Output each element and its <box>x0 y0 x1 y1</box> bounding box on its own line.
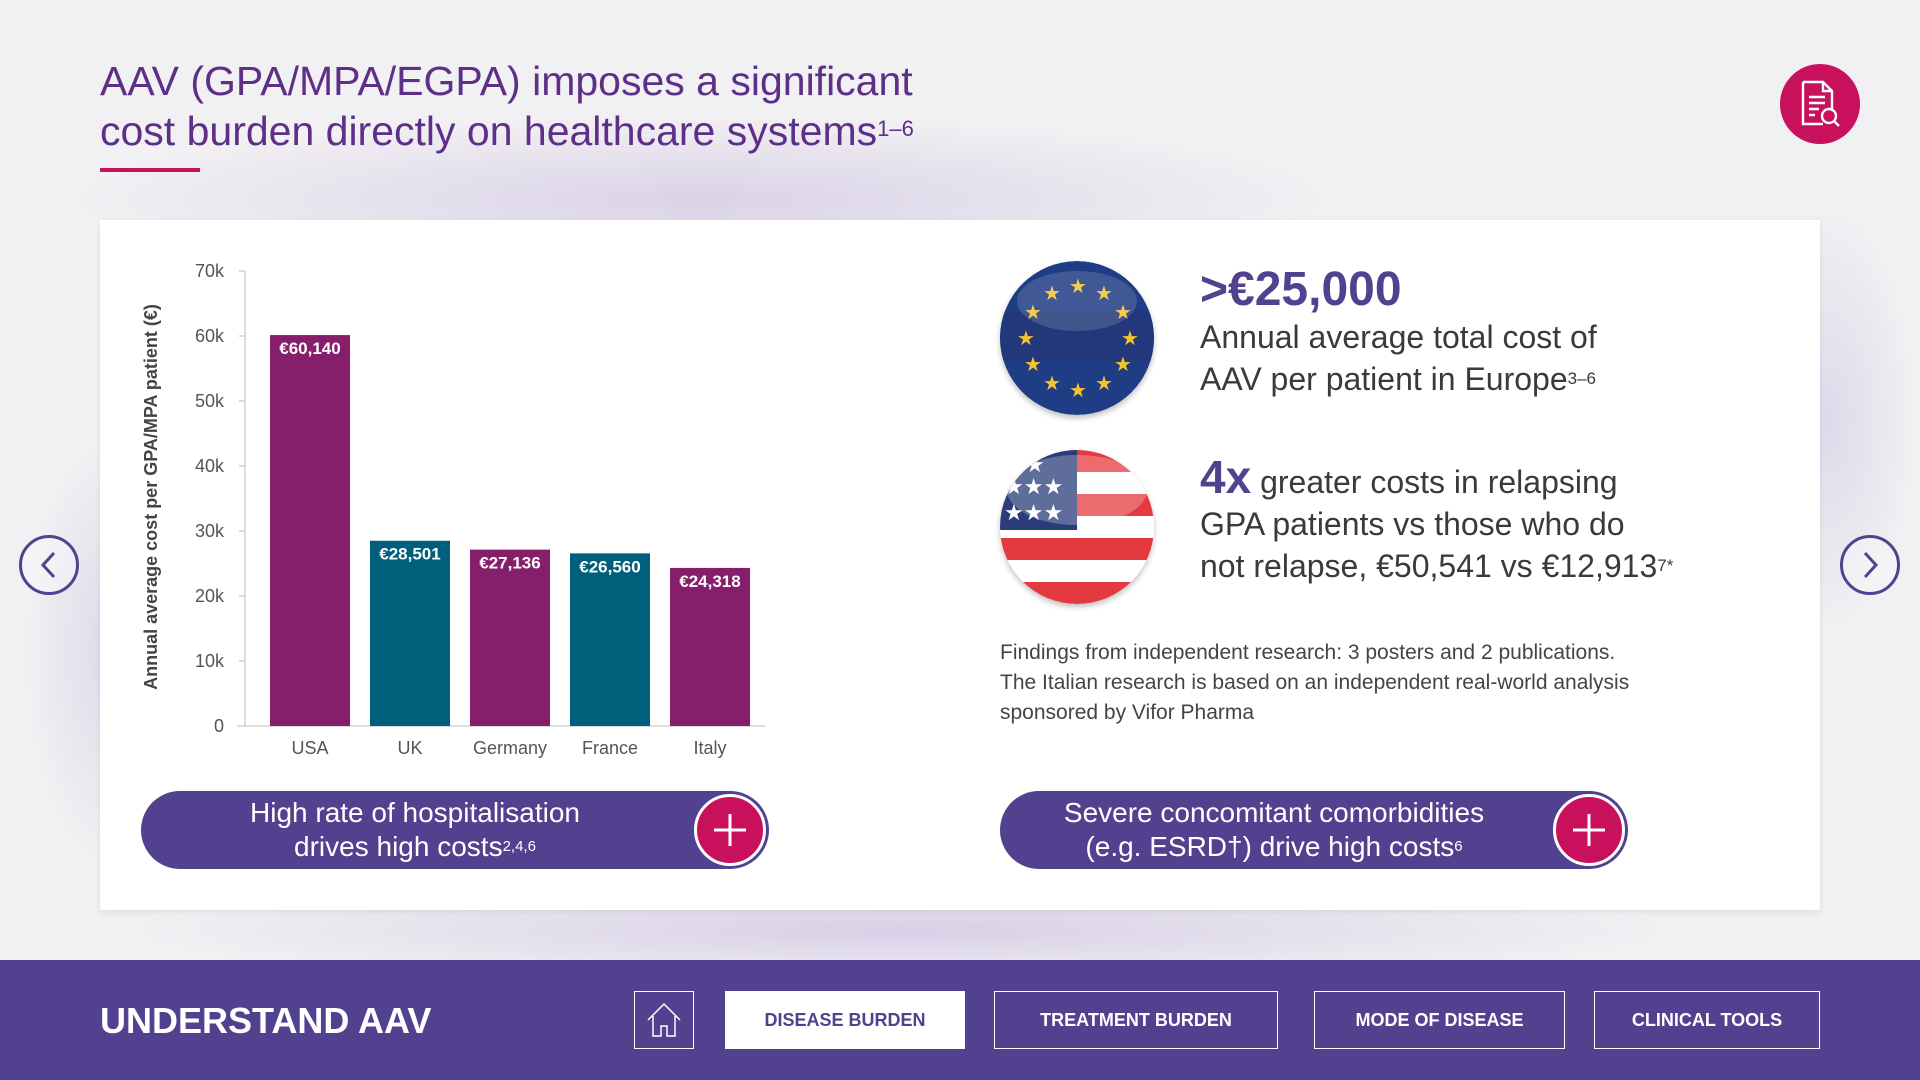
nav-mode-of-disease[interactable]: MODE OF DISEASE <box>1314 991 1565 1049</box>
y-tick-label: 10k <box>195 651 225 671</box>
category-label: France <box>582 738 638 758</box>
usa-relapse-description: 4x greater costs in relapsing GPA patient… <box>1200 454 1760 587</box>
category-label: Italy <box>693 738 726 758</box>
category-label: Germany <box>473 738 547 758</box>
bar-france <box>570 553 650 726</box>
y-tick-label: 60k <box>195 326 225 346</box>
bar-value-label: €24,318 <box>679 572 740 591</box>
plus-icon[interactable] <box>694 794 766 866</box>
nav-clinical-tools[interactable]: CLINICAL TOOLS <box>1594 991 1820 1049</box>
document-search-icon <box>1801 80 1840 127</box>
nav-treatment-burden[interactable]: TREATMENT BURDEN <box>994 991 1278 1049</box>
y-tick-label: 20k <box>195 586 225 606</box>
y-tick-label: 50k <box>195 391 225 411</box>
bar-usa <box>270 335 350 726</box>
bar-uk <box>370 540 450 726</box>
references-button[interactable] <box>1780 64 1860 144</box>
cost-bar-chart: 0 10k 20k 30k 40k 50k 60k 70k Annual average cos… <box>141 261 765 758</box>
previous-slide-button[interactable] <box>19 535 79 595</box>
eu-flag-icon: ★★★★★★★★★★★★ <box>1000 261 1154 415</box>
note-line-1: Findings from independent research: 3 po… <box>1000 641 1616 664</box>
hospitalisation-expand-button[interactable]: High rate of hospitalisation drives high… <box>141 791 769 869</box>
page-title: AAV (GPA/MPA/EGPA) imposes a significant… <box>100 56 1100 156</box>
chevron-right-icon <box>1863 551 1879 579</box>
y-tick-label: 30k <box>195 521 225 541</box>
title-line-1: AAV (GPA/MPA/EGPA) imposes a significant <box>100 58 913 104</box>
eu-star-icon: ★ <box>1043 281 1061 305</box>
research-note: Findings from independent research: 3 po… <box>1000 638 1740 728</box>
y-axis-title: Annual average cost per GPA/MPA patient … <box>141 304 161 690</box>
europe-cost-figure: >€25,000 <box>1200 263 1402 316</box>
bar-germany <box>470 549 550 726</box>
category-label: UK <box>397 738 422 758</box>
eu-star-icon: ★ <box>1024 300 1042 324</box>
title-line-2: cost burden directly on healthcare syste… <box>100 108 878 154</box>
eu-star-icon: ★ <box>1121 326 1139 350</box>
bar-italy <box>670 567 750 726</box>
note-line-3: sponsored by Vifor Pharma <box>1000 701 1255 724</box>
eu-star-icon: ★ <box>1024 352 1042 376</box>
europe-reference: 3–6 <box>1567 369 1597 388</box>
bar-value-label: €60,140 <box>279 339 340 358</box>
pill-line-1: High rate of hospitalisation <box>250 797 580 828</box>
plus-icon[interactable] <box>1553 794 1625 866</box>
bar-value-label: €27,136 <box>479 554 540 573</box>
europe-cost-description: Annual average total cost of AAV per pati… <box>1200 316 1760 400</box>
y-tick-label: 40k <box>195 456 225 476</box>
usa-line-2: GPA patients vs those who do <box>1200 506 1625 542</box>
europe-line-2: AAV per patient in Europe <box>1200 361 1568 397</box>
footer-nav: UNDERSTAND AAV DISEASE BURDEN TREATMENT … <box>0 960 1920 1080</box>
y-tick-label: 70k <box>195 261 225 281</box>
eu-star-icon: ★ <box>1069 274 1087 298</box>
svg-text:★★★: ★★★ <box>1004 501 1063 526</box>
eu-star-icon: ★ <box>1095 281 1113 305</box>
title-reference: 1–6 <box>877 116 914 141</box>
eu-star-icon: ★ <box>1114 300 1132 324</box>
bar-value-label: €26,560 <box>579 557 640 576</box>
pill-line-1: Severe concomitant comorbidities <box>1063 797 1485 828</box>
eu-star-icon: ★ <box>1017 326 1035 350</box>
pill-reference: 6 <box>1454 838 1463 855</box>
usa-line-1: greater costs in relapsing <box>1251 464 1618 500</box>
title-underline <box>100 168 200 172</box>
eu-star-icon: ★ <box>1095 371 1113 395</box>
pill-line-2: drives high costs <box>294 831 503 862</box>
bar-value-label: €28,501 <box>379 545 440 564</box>
nav-disease-burden[interactable]: DISEASE BURDEN <box>725 991 965 1049</box>
pill-line-2: (e.g. ESRD†) drive high costs <box>1085 831 1455 862</box>
us-flag-icon: ★★★★★★★ <box>1000 450 1154 604</box>
y-tick-label: 0 <box>214 716 224 736</box>
comorbidities-expand-button[interactable]: Severe concomitant comorbidities (e.g. E… <box>1000 791 1628 869</box>
category-label: USA <box>291 738 328 758</box>
pill-reference: 2,4,6 <box>502 838 536 855</box>
usa-reference: 7* <box>1657 556 1674 575</box>
eu-star-icon: ★ <box>1069 378 1087 402</box>
eu-star-icon: ★ <box>1043 371 1061 395</box>
eu-star-icon: ★ <box>1114 352 1132 376</box>
next-slide-button[interactable] <box>1840 535 1900 595</box>
note-line-2: The Italian research is based on an inde… <box>1000 671 1630 694</box>
home-button[interactable] <box>634 991 694 1049</box>
home-icon <box>647 1002 681 1037</box>
usa-multiplier: 4x <box>1200 451 1252 503</box>
usa-line-3: not relapse, €50,541 vs €12,913 <box>1200 548 1658 584</box>
section-title: UNDERSTAND AAV <box>100 1000 432 1041</box>
europe-line-1: Annual average total cost of <box>1200 319 1597 355</box>
chevron-left-icon <box>40 551 56 579</box>
